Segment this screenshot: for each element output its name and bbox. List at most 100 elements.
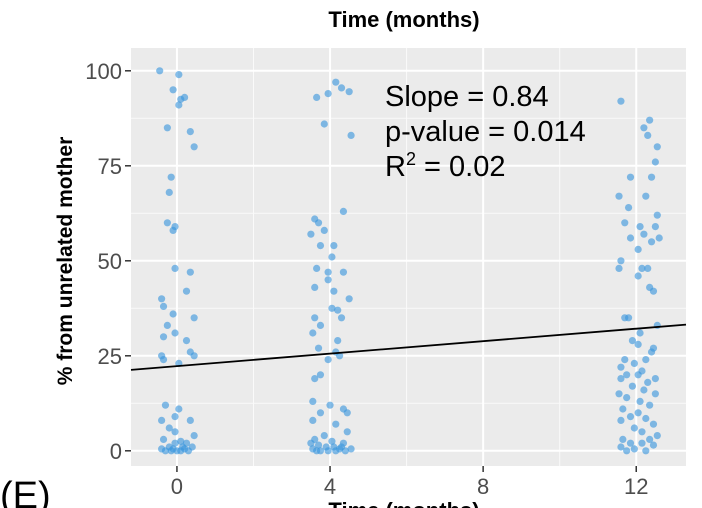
data-point [636,329,644,337]
data-point [175,101,183,109]
data-point [334,337,342,345]
annotation-pvalue: p-value = 0.014 [385,116,586,148]
data-points [156,67,663,455]
y-tick-label: 50 [98,249,122,274]
data-point [649,420,658,428]
data-point [644,131,652,139]
data-point [345,88,353,96]
data-point [624,204,633,212]
data-point [165,424,173,432]
data-point [324,447,332,455]
data-point [316,409,325,417]
annotation-r2: R2 = 0.02 [385,149,505,183]
data-point [337,314,346,322]
data-point [341,447,349,455]
data-point [636,223,644,231]
data-point [651,375,659,383]
data-point [644,264,652,272]
y-tick-label: 25 [98,344,122,369]
data-point [169,86,177,94]
data-point [651,223,659,231]
data-point [634,371,642,379]
data-point [339,268,348,276]
data-point [624,314,633,322]
data-point [313,447,321,455]
data-point [615,192,623,200]
x-tick-label: 12 [624,474,648,499]
data-point [182,287,191,295]
data-point [634,409,642,417]
data-point [615,264,623,272]
data-point [186,268,194,276]
data-point [653,143,661,151]
y-tick-label: 0 [110,439,122,464]
data-point [653,432,661,440]
data-point [345,295,353,303]
data-point [190,314,198,322]
data-point [324,90,332,98]
data-point [190,352,198,360]
data-point [309,329,317,337]
data-point [655,234,663,242]
data-point [316,242,325,250]
data-point [628,382,637,390]
data-point [171,264,179,272]
y-tick-label: 100 [85,59,122,84]
annotation-slope: Slope = 0.84 [385,81,549,113]
data-point [159,435,168,443]
data-point [623,371,631,379]
data-point [320,432,328,440]
data-point [621,219,629,227]
data-point [175,405,183,413]
data-point [190,143,198,151]
data-point [640,386,648,394]
data-point [339,207,348,215]
data-point [617,416,625,424]
data-point [619,405,627,413]
data-point [330,287,338,295]
data-point [313,93,321,101]
data-point [638,439,646,447]
data-point [617,363,625,371]
data-point [642,192,650,200]
data-point [636,397,644,405]
data-point [324,276,332,284]
data-point [626,234,635,242]
data-point [171,329,179,337]
data-point [159,302,168,310]
data-point [190,432,198,440]
data-point [642,447,650,455]
data-point [159,356,168,364]
data-point [332,78,340,86]
data-point [640,124,648,132]
data-point [343,409,351,417]
data-point [182,337,191,345]
data-point [336,445,344,453]
top-axis-title: Time (months) [328,7,479,32]
data-point [640,230,648,238]
data-point [324,268,332,276]
data-point [161,401,170,409]
data-point [347,131,355,139]
data-point [343,428,351,436]
axis-ticks [125,70,637,472]
data-point [638,264,646,272]
data-point [320,226,328,234]
data-point [334,306,342,314]
data-point [328,437,336,445]
data-point [330,242,338,250]
data-point [307,230,315,238]
data-point [642,414,650,423]
data-point [307,439,315,447]
data-point [647,238,656,246]
y-tick-label: 75 [98,154,122,179]
data-point [623,447,631,455]
data-point [653,211,661,219]
x-tick-label: 4 [324,474,336,499]
data-point [167,173,175,181]
x-axis-title: Time (months) [328,498,479,508]
data-point [644,378,652,386]
data-point [159,333,168,341]
plot-panel [131,48,686,466]
data-point [649,287,658,295]
